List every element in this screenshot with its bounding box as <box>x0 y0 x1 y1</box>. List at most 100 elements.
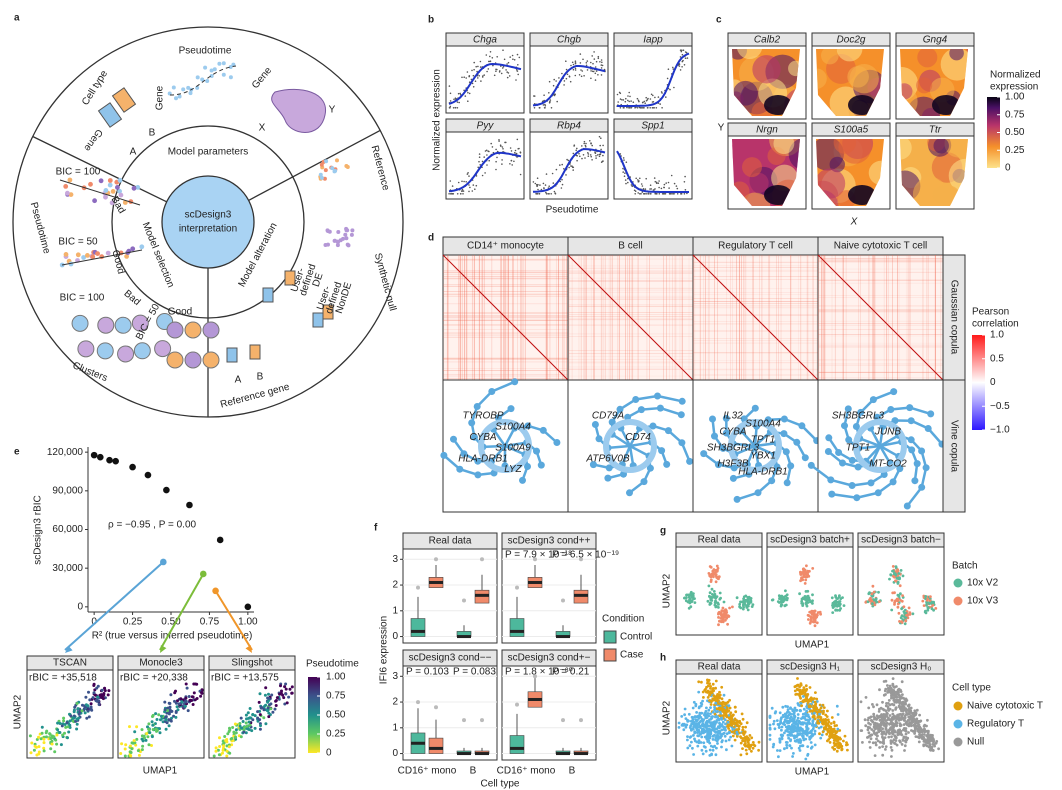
box-icon <box>111 87 137 113</box>
facet-frame <box>529 131 609 200</box>
vine-node <box>511 378 519 386</box>
vine-node <box>450 435 457 443</box>
axis-title: Y <box>718 123 725 134</box>
icon-dot <box>228 75 233 80</box>
bg-dot <box>804 692 807 696</box>
tick-label: −0.5 <box>990 401 1010 412</box>
bg-dot <box>815 700 819 703</box>
legend-key <box>953 737 963 747</box>
bg-dot <box>597 57 600 60</box>
bg-dot <box>218 745 222 748</box>
bg-dot <box>830 716 834 719</box>
bg-dot <box>652 107 654 109</box>
bg-dot <box>713 712 717 716</box>
bg-dot <box>595 70 598 72</box>
bg-dot <box>778 597 781 601</box>
bg-dot <box>785 741 789 744</box>
bg-dot <box>517 73 519 76</box>
bg-dot <box>676 193 679 195</box>
bg-dot <box>483 156 486 158</box>
bg-dot <box>155 729 159 732</box>
bg-dot <box>926 718 929 722</box>
vine-node <box>913 460 921 468</box>
bg-dot <box>874 743 878 747</box>
bg-dot <box>453 98 455 101</box>
bg-dot <box>686 735 689 738</box>
bg-dot <box>823 727 826 731</box>
bg-dot <box>882 741 885 744</box>
bg-dot <box>680 50 683 53</box>
bg-dot <box>900 733 904 737</box>
gene-label: SH3BGRL3 <box>707 443 760 454</box>
label: BIC = 100 <box>60 293 105 304</box>
bg-dot <box>804 757 808 761</box>
bg-dot <box>689 724 692 728</box>
bg-dot <box>904 619 908 623</box>
icon-dot <box>115 185 120 190</box>
bg-dot <box>886 707 890 711</box>
bg-dot <box>793 739 797 743</box>
bg-dot <box>452 107 455 109</box>
bg-dot <box>818 703 822 707</box>
bg-dot <box>148 731 152 735</box>
bg-dot <box>886 718 890 721</box>
bg-dot <box>822 706 826 709</box>
bg-dot <box>724 726 727 729</box>
bg-dot <box>833 724 837 728</box>
bg-dot <box>555 168 558 171</box>
bg-dot <box>55 733 59 737</box>
bg-dot <box>843 734 847 738</box>
bg-dot <box>708 741 712 745</box>
bg-dot <box>917 727 921 730</box>
bg-dot <box>864 696 868 699</box>
bg-dot <box>724 722 727 726</box>
bg-dot <box>710 573 714 577</box>
bg-dot <box>806 727 810 731</box>
bg-dot <box>217 753 221 757</box>
bg-dot <box>544 184 547 186</box>
bg-dot <box>898 704 901 708</box>
bg-dot <box>534 182 537 185</box>
bg-dot <box>795 687 799 691</box>
heat-blob <box>739 192 771 206</box>
bg-dot <box>173 699 176 703</box>
bg-dot <box>741 739 744 743</box>
bg-dot <box>505 69 507 71</box>
bg-dot <box>805 696 808 700</box>
facet-frame <box>857 546 945 636</box>
icon-dot <box>117 177 123 183</box>
bg-dot <box>565 174 567 176</box>
bg-dot <box>165 711 169 715</box>
bg-dot <box>499 144 502 146</box>
bg-dot <box>67 730 71 734</box>
bg-dot <box>714 605 718 609</box>
bg-dot <box>700 748 704 752</box>
bg-dot <box>876 722 879 726</box>
bg-dot <box>622 157 625 159</box>
panel-label: f <box>374 523 378 534</box>
bg-dot <box>802 686 806 689</box>
bg-dot <box>545 193 548 195</box>
bg-dot <box>892 698 896 702</box>
bg-dot <box>101 697 105 701</box>
bg-dot <box>150 720 154 724</box>
bg-dot <box>225 744 229 748</box>
bg-dot <box>926 737 930 741</box>
bg-dot <box>836 742 840 745</box>
bg-dot <box>747 601 750 604</box>
bg-dot <box>40 731 44 735</box>
vine-edge <box>736 491 759 501</box>
annotation: ρ = −0.95 , P = 0.00 <box>108 520 197 531</box>
bg-dot <box>645 193 647 195</box>
bg-dot <box>478 153 481 155</box>
box-icon <box>284 270 296 286</box>
outlier <box>579 557 583 562</box>
icon-dot <box>109 200 115 206</box>
bg-dot <box>795 735 798 738</box>
bg-dot <box>512 58 514 60</box>
bg-dot <box>875 725 879 729</box>
bg-dot <box>787 713 791 717</box>
bg-dot <box>191 695 195 699</box>
bg-dot <box>716 734 720 738</box>
point <box>144 471 152 479</box>
